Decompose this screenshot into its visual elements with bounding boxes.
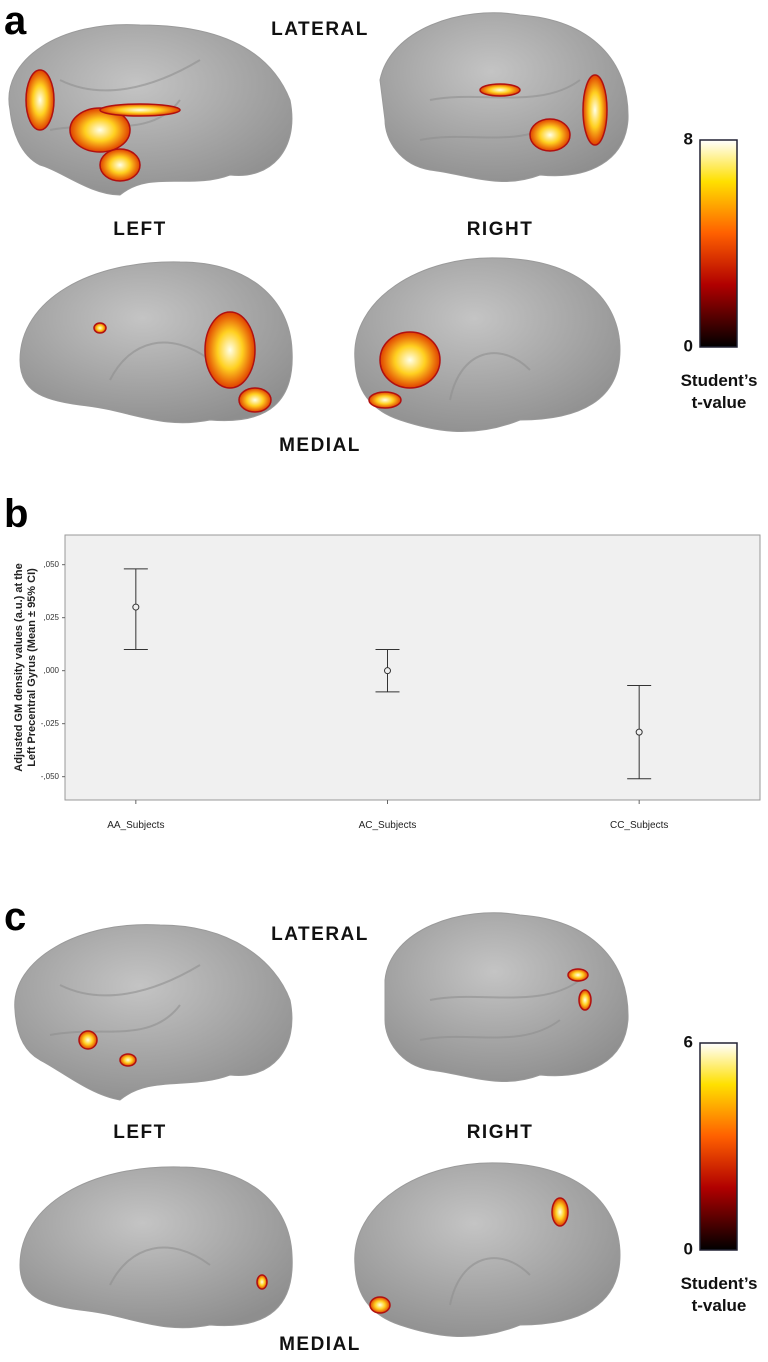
colorbar-tick-label: 0 [684, 336, 693, 355]
view-label: RIGHT [467, 219, 534, 240]
y-axis-label: Left Precentral Gyrus (Mean ± 95% CI) [26, 568, 38, 767]
y-tick-label: -,050 [41, 772, 60, 781]
panel-label: b [4, 492, 28, 536]
view-label: MEDIAL [279, 435, 361, 456]
y-tick-label: ,025 [43, 613, 59, 622]
y-tick-label: -,025 [41, 719, 60, 728]
y-axis-label: Adjusted GM density values (a.u.) at the [13, 563, 25, 771]
colorbar-tick-label: 6 [684, 1032, 693, 1051]
colorbar-tick-label: 8 [684, 129, 693, 148]
colorbar-tick-label: 0 [684, 1239, 693, 1258]
panel-label: a [4, 0, 27, 43]
colorbar [699, 1042, 738, 1251]
view-label: LATERAL [271, 19, 369, 40]
mean-marker [635, 728, 643, 736]
mean-marker [132, 603, 140, 611]
colorbar-label: Student’s t-value [681, 371, 758, 412]
mean-marker [384, 667, 391, 675]
view-label: LATERAL [271, 924, 369, 945]
colorbar-label: Student’s t-value [681, 1274, 758, 1315]
x-tick-label: AC_Subjects [359, 820, 417, 831]
view-label: MEDIAL [279, 1334, 361, 1355]
view-label: LEFT [113, 219, 167, 240]
brain-images-c [14, 912, 629, 1338]
panel-label: c [4, 895, 26, 939]
x-tick-label: CC_Subjects [610, 820, 668, 831]
plot-area [64, 534, 761, 801]
brain-images-a [8, 12, 629, 433]
view-label: LEFT [113, 1122, 167, 1143]
colorbar [699, 139, 738, 348]
y-tick-label: ,000 [43, 666, 59, 675]
y-tick-label: ,050 [43, 560, 59, 569]
view-label: RIGHT [467, 1122, 534, 1143]
x-tick-label: AA_Subjects [107, 820, 164, 831]
